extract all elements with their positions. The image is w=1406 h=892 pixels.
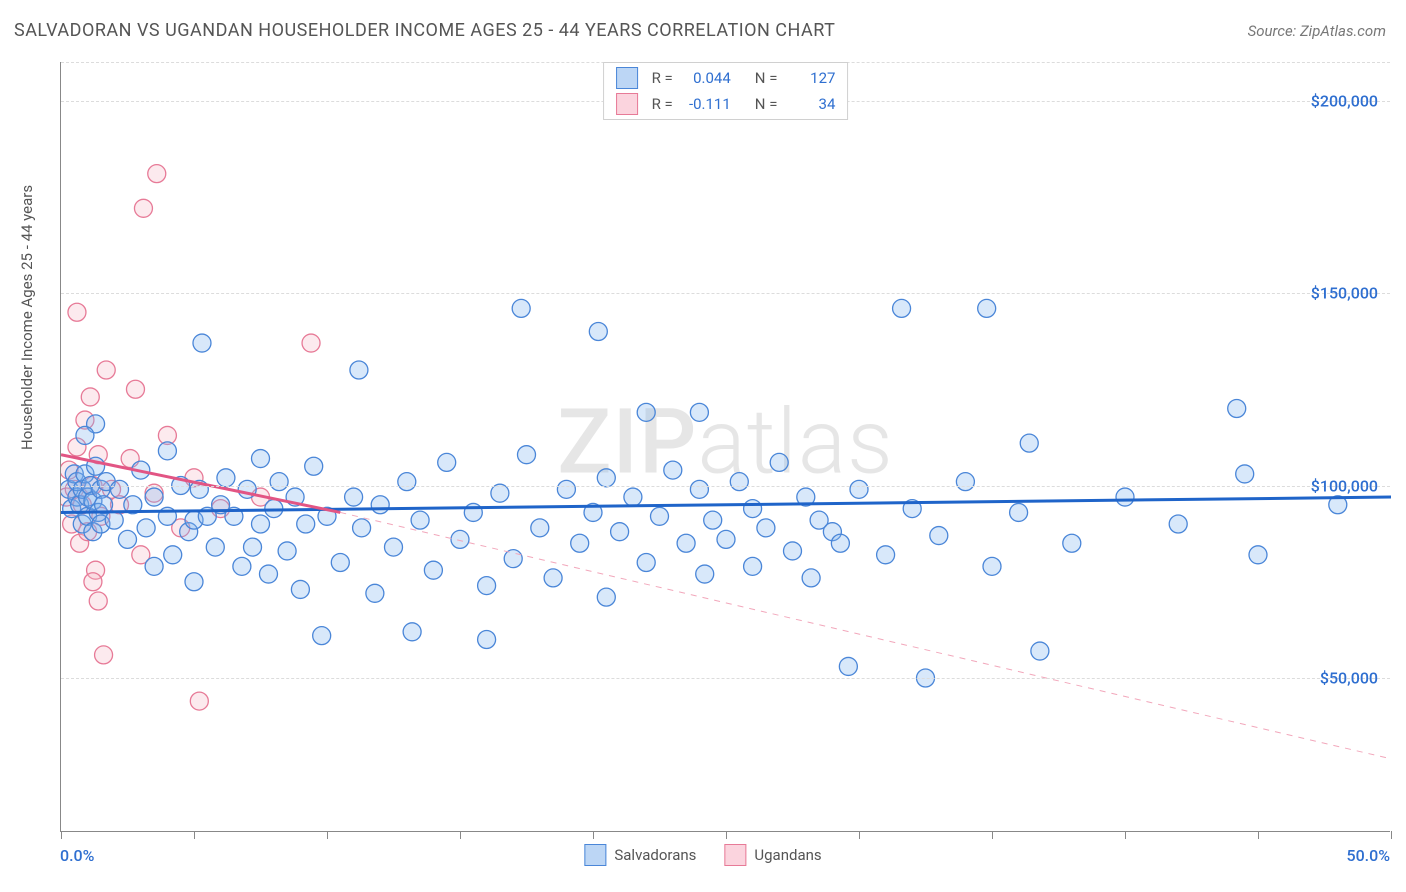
swatch-salvadorans [616,67,638,89]
stats-row-salvadorans: R =0.044 N =127 [604,65,848,91]
y-axis-label: Householder Income Ages 25 - 44 years [18,185,36,450]
swatch-ugandans-icon [724,844,746,866]
legend-item-salvadorans: Salvadorans [584,844,696,866]
stats-row-ugandans: R =-0.111 N =34 [604,91,848,117]
swatch-ugandans [616,93,638,115]
x-min-label: 0.0% [60,846,94,865]
plot-area: ZIPatlas R =0.044 N =127 R =-0.111 N =34… [60,62,1390,832]
swatch-salvadorans-icon [584,844,606,866]
x-max-label: 50.0% [1346,846,1390,865]
svg-layer [61,62,1391,832]
legend-item-ugandans: Ugandans [724,844,821,866]
chart-container: SALVADORAN VS UGANDAN HOUSEHOLDER INCOME… [0,0,1406,892]
chart-title: SALVADORAN VS UGANDAN HOUSEHOLDER INCOME… [14,20,835,41]
stats-legend: R =0.044 N =127 R =-0.111 N =34 [603,62,849,120]
source-label: Source: ZipAtlas.com [1248,22,1386,40]
series-legend: Salvadorans Ugandans [584,844,821,866]
